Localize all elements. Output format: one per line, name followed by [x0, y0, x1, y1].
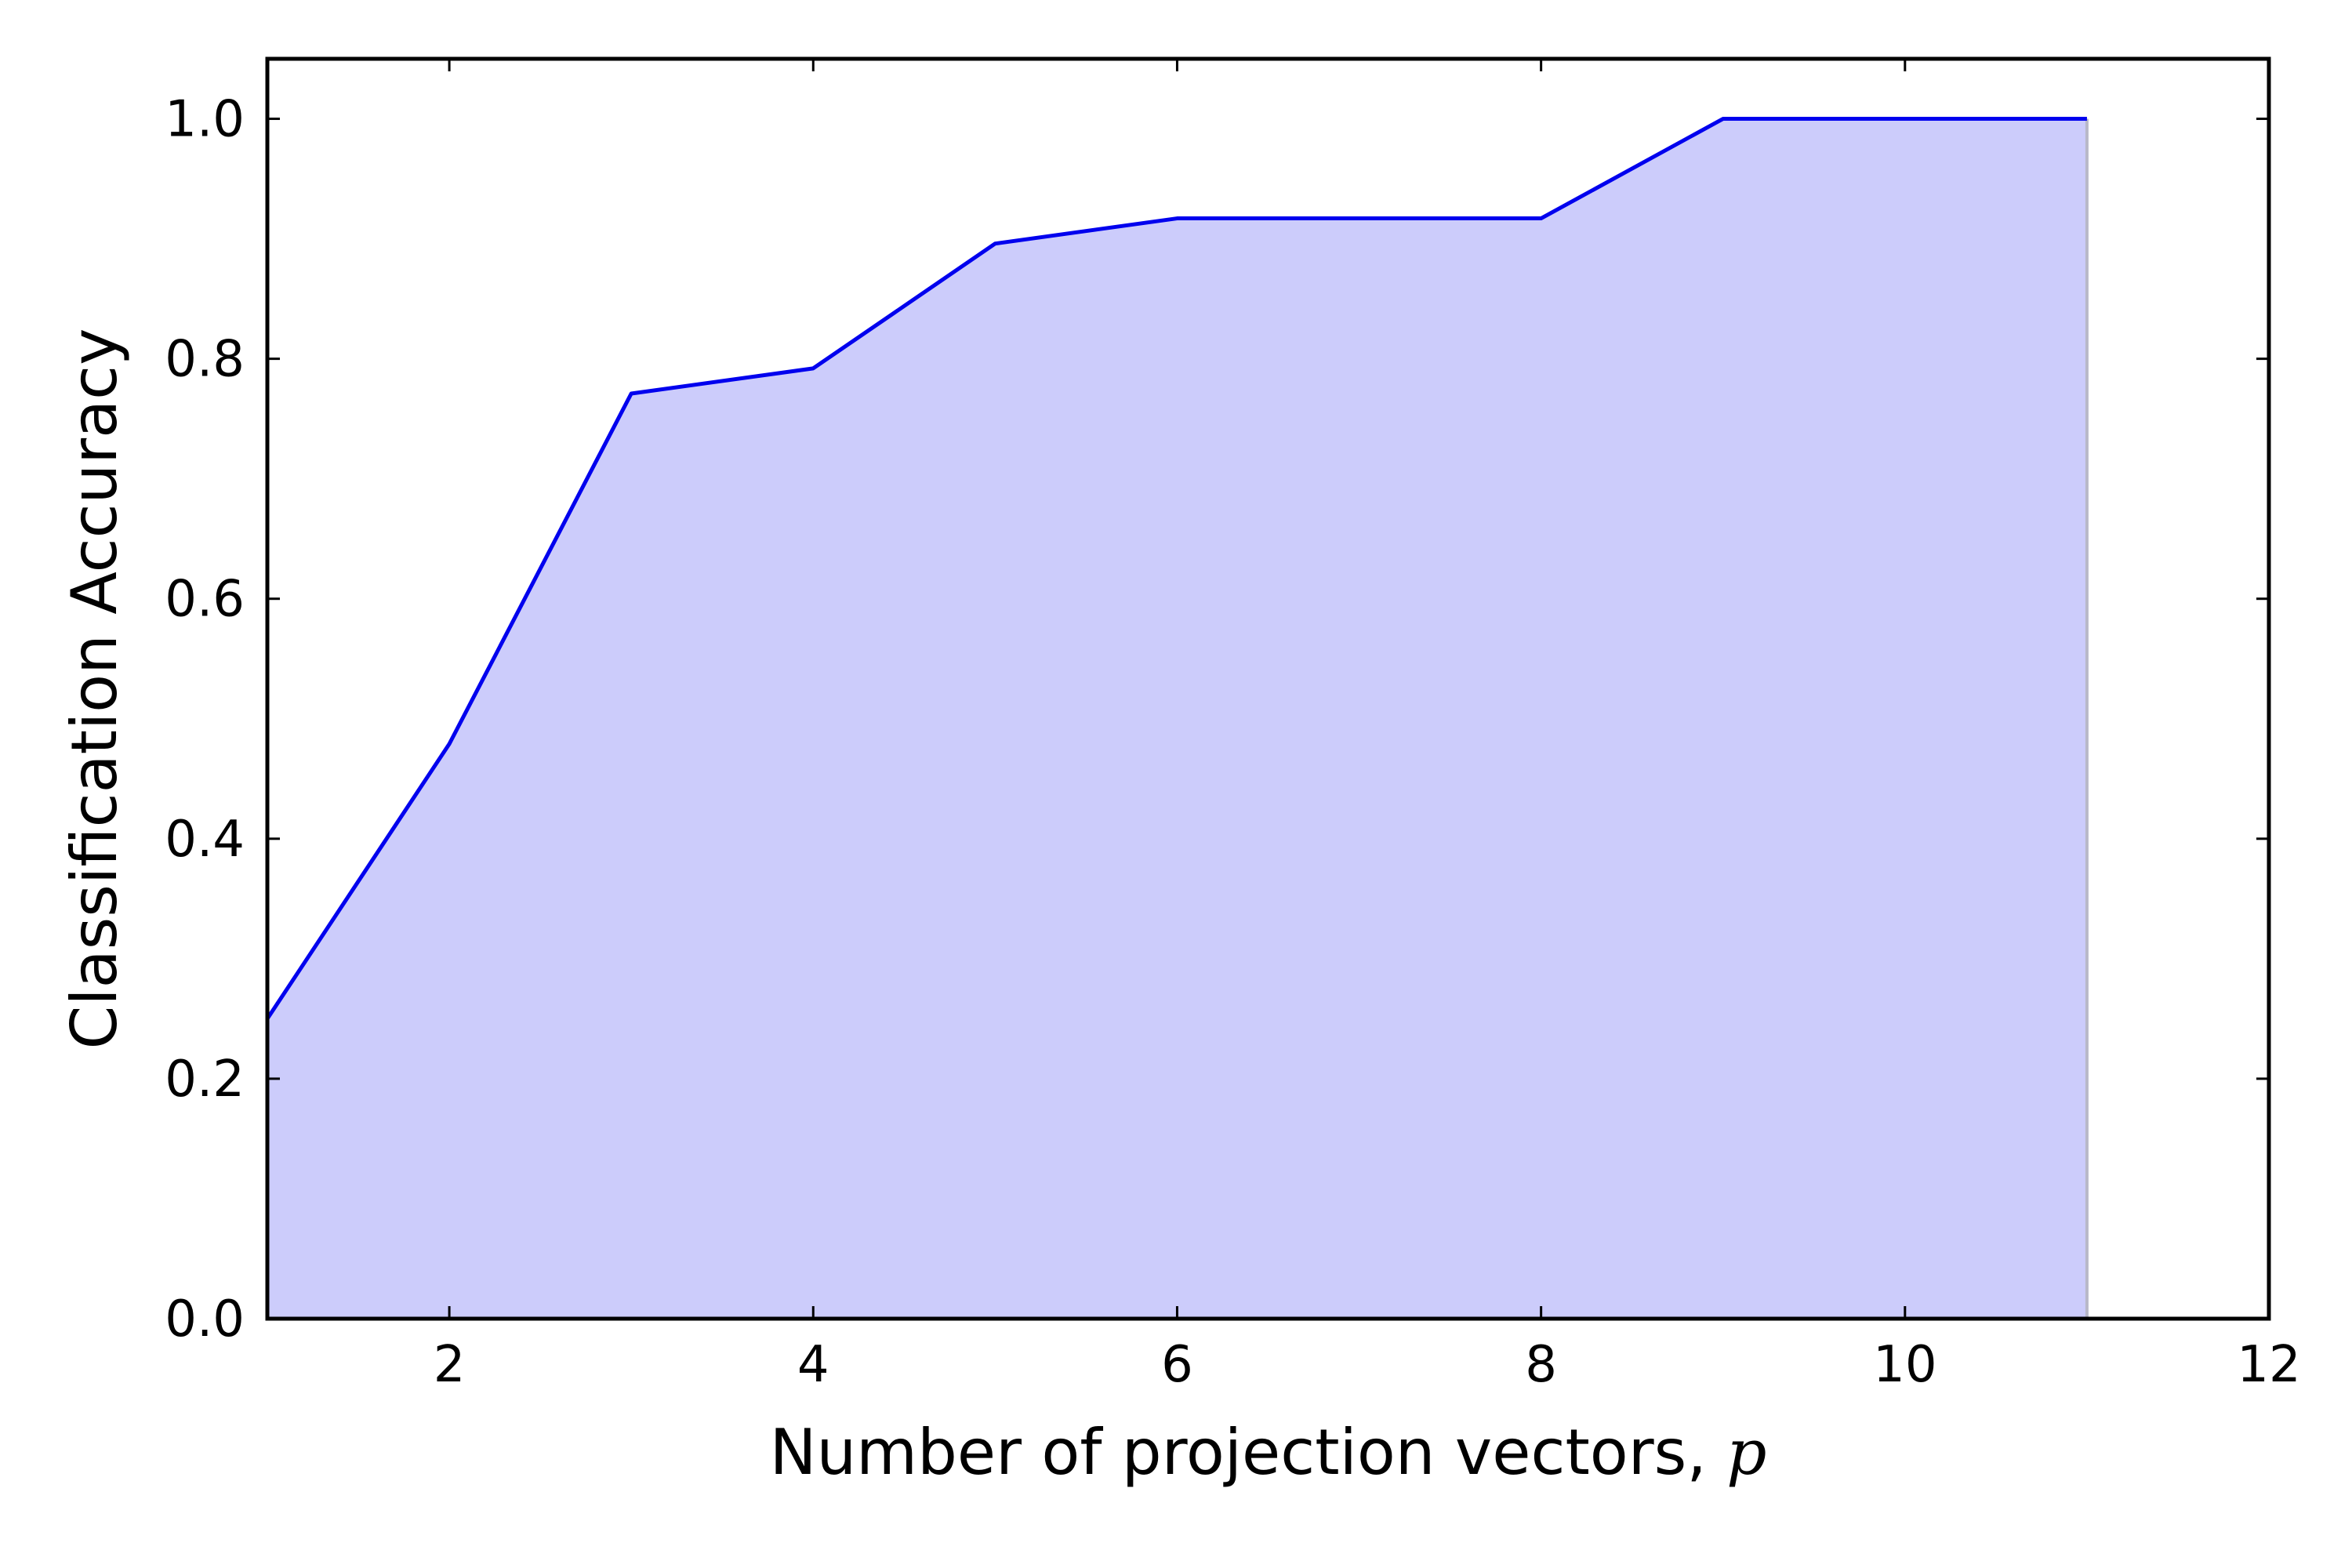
y-tick-label: 0.0 [165, 1290, 245, 1348]
y-tick-label: 0.6 [165, 571, 245, 629]
plot-area [265, 117, 2089, 1319]
series-line [265, 117, 2087, 1020]
y-tick-label: 1.0 [165, 91, 245, 149]
x-tick-label: 12 [2237, 1336, 2300, 1394]
y-axis-ticks: 0.0 0.2 0.4 0.6 0.8 1.0 [165, 91, 2269, 1348]
x-axis-ticks: 2 4 6 8 10 12 [434, 59, 2301, 1394]
x-axis-label: Number of projection vectors, p [770, 1416, 1767, 1489]
y-tick-label: 0.4 [165, 811, 245, 869]
y-tick-label: 0.2 [165, 1051, 245, 1109]
area-fill [267, 118, 2087, 1319]
x-tick-label: 2 [434, 1336, 466, 1394]
y-tick-label: 0.8 [165, 331, 245, 389]
axes-frame [265, 56, 2271, 1321]
x-tick-label: 6 [1161, 1336, 1193, 1394]
x-tick-label: 4 [797, 1336, 829, 1394]
y-axis-label: Classification Accuracy [58, 328, 131, 1050]
x-tick-label: 8 [1525, 1336, 1557, 1394]
x-tick-label: 10 [1873, 1336, 1936, 1394]
